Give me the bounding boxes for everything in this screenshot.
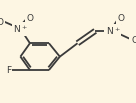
Text: $^-$O: $^-$O [0, 16, 4, 27]
Text: N$^+$: N$^+$ [13, 23, 28, 35]
Text: N$^+$: N$^+$ [106, 25, 120, 37]
Text: F: F [6, 66, 11, 75]
Text: O: O [26, 14, 33, 23]
Text: O$^-$: O$^-$ [131, 34, 136, 45]
Text: O: O [118, 14, 125, 23]
